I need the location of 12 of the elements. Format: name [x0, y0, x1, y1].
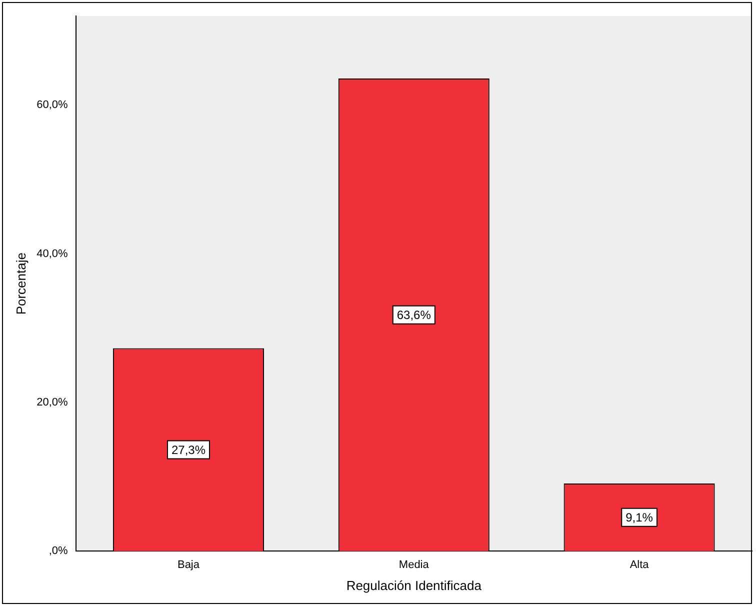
x-tick-label: Media	[398, 558, 430, 571]
y-tick-label: ,0%	[48, 545, 68, 558]
y-tick-label: 20,0%	[36, 396, 68, 409]
y-tick-label: 40,0%	[36, 248, 68, 260]
data-label: 63,6%	[396, 308, 432, 322]
y-axis-title: Porcentaje	[13, 252, 28, 315]
data-label: 27,3%	[171, 443, 206, 458]
x-axis-title: Regulación Identificada	[346, 578, 482, 593]
data-label: 9,1%	[626, 510, 654, 525]
x-tick-label: Alta	[630, 558, 650, 571]
x-tick-label: Baja	[177, 558, 200, 571]
y-tick-label: 60,0%	[36, 99, 68, 112]
